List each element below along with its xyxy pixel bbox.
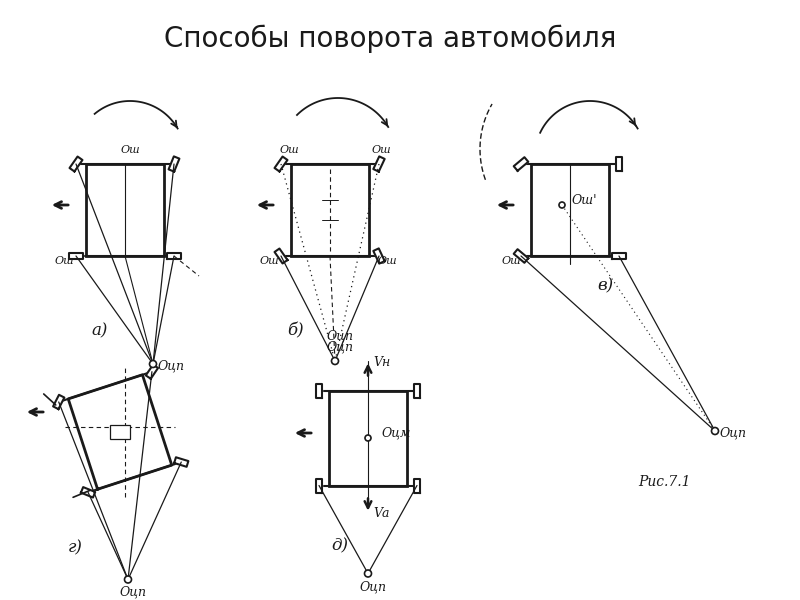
Text: б): б): [286, 323, 303, 340]
Bar: [110, 425, 130, 439]
Text: Способы поворота автомобиля: Способы поворота автомобиля: [164, 25, 616, 53]
Bar: [531, 164, 609, 256]
Polygon shape: [414, 479, 420, 493]
Bar: [329, 391, 407, 485]
Text: Oцп: Oцп: [119, 585, 146, 598]
Text: Рис.7.1: Рис.7.1: [638, 475, 690, 489]
Text: Vа: Vа: [374, 507, 390, 520]
Polygon shape: [316, 383, 322, 397]
Polygon shape: [374, 248, 385, 263]
Polygon shape: [414, 383, 420, 397]
Text: Oцп: Oцп: [326, 329, 354, 343]
Circle shape: [365, 435, 371, 441]
Polygon shape: [69, 253, 83, 259]
Circle shape: [365, 570, 371, 577]
Text: Oцп: Oцп: [719, 427, 746, 439]
Polygon shape: [274, 248, 287, 263]
Text: д): д): [331, 537, 349, 554]
Text: Oцм: Oцм: [382, 427, 410, 439]
Text: Oш: Oш: [371, 145, 391, 155]
Polygon shape: [70, 157, 82, 172]
Polygon shape: [514, 157, 528, 171]
Bar: [86, 164, 164, 256]
Circle shape: [150, 361, 157, 367]
Text: Oш: Oш: [501, 256, 521, 266]
Circle shape: [125, 576, 131, 583]
Text: Oш: Oш: [259, 256, 279, 266]
Polygon shape: [167, 253, 181, 259]
Polygon shape: [174, 457, 188, 467]
Text: в): в): [597, 277, 613, 295]
Text: а): а): [92, 323, 108, 340]
Text: Oцп: Oцп: [359, 580, 386, 593]
Circle shape: [711, 427, 718, 434]
Polygon shape: [616, 157, 622, 171]
Circle shape: [559, 202, 565, 208]
Text: Oцп: Oцп: [158, 359, 185, 373]
Polygon shape: [146, 365, 158, 379]
Polygon shape: [274, 157, 287, 172]
Polygon shape: [374, 157, 385, 172]
Text: г): г): [67, 539, 82, 556]
Text: Oцп: Oцп: [326, 340, 354, 353]
Text: Vн: Vн: [374, 356, 390, 369]
Polygon shape: [316, 479, 322, 493]
Circle shape: [331, 358, 338, 364]
Polygon shape: [53, 395, 64, 409]
Polygon shape: [612, 253, 626, 259]
Text: Oш: Oш: [54, 256, 74, 266]
Text: Oш: Oш: [377, 256, 397, 266]
Text: Oш: Oш: [279, 145, 299, 155]
Polygon shape: [81, 487, 95, 497]
Polygon shape: [514, 249, 528, 263]
Polygon shape: [169, 157, 179, 172]
Text: Oш': Oш': [571, 193, 597, 206]
Bar: [291, 164, 369, 256]
Text: Oш: Oш: [120, 145, 140, 155]
